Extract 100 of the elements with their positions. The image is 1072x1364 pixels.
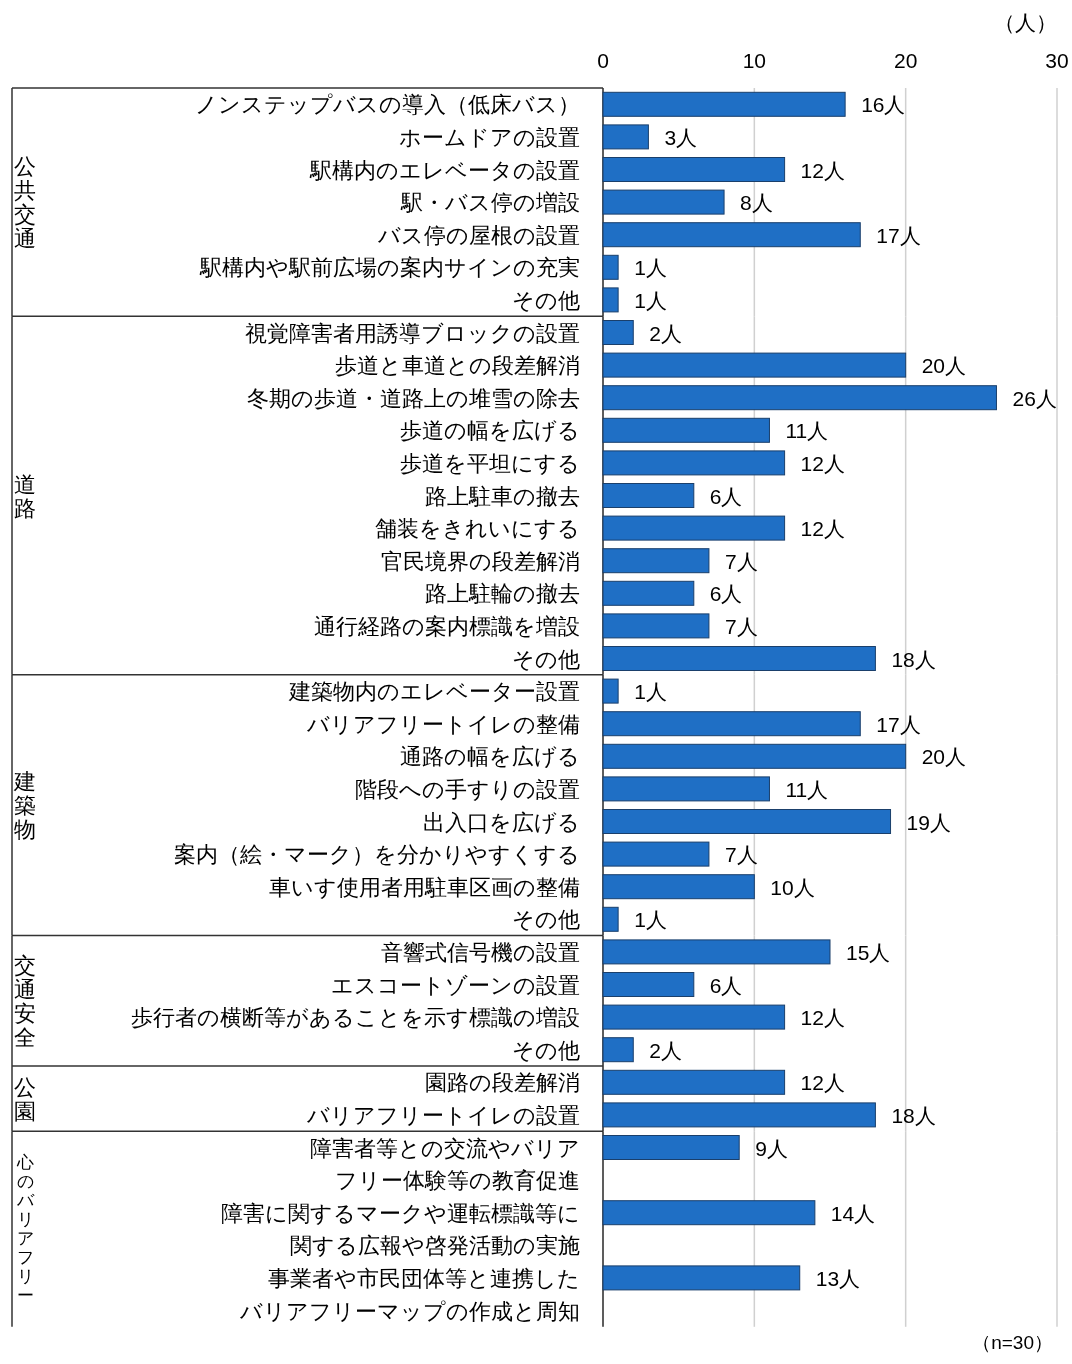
y-tick-label: 歩行者の横断等があることを示す標識の増設 xyxy=(131,1005,580,1031)
y-tick-label: 案内（絵・マーク）を分かりやすくする xyxy=(174,842,580,868)
y-tick-label: 駅・バス停の増設 xyxy=(400,190,580,216)
data-label: 6人 xyxy=(709,582,743,606)
data-label: 2人 xyxy=(649,1038,682,1062)
data-label: 17人 xyxy=(876,712,921,736)
bar xyxy=(602,124,649,150)
y-tick-label: 階段への手すりの設置 xyxy=(355,776,580,802)
text: 公共交通 xyxy=(14,154,36,252)
y-tick-label: ノンステップバスの導入（低床バス） xyxy=(195,92,580,118)
y-tick-label: その他 xyxy=(512,287,580,313)
data-label: 1人 xyxy=(634,908,667,932)
bar xyxy=(602,874,755,900)
y-tick-label: 歩道を平坦にする xyxy=(400,450,580,476)
y-tick-label: フリー体験等の教育促進 xyxy=(335,1168,580,1194)
y-tick-label: ホームドアの設置 xyxy=(399,124,580,150)
bar xyxy=(602,157,786,182)
data-label: 3人 xyxy=(664,125,698,149)
data-label: 14人 xyxy=(830,1201,876,1225)
y-tick-label: 歩道と車道との段差解消 xyxy=(335,353,580,379)
data-label: 6人 xyxy=(709,484,743,508)
y-tick-label: バリアフリートイレの整備 xyxy=(306,711,580,737)
text: 建築物 xyxy=(13,769,36,843)
data-label: 17人 xyxy=(876,223,921,247)
data-label: 13人 xyxy=(815,1266,861,1290)
bar xyxy=(602,222,861,248)
bar xyxy=(602,548,710,574)
y-tick-label: 建築物内のエレベーター設置 xyxy=(288,679,580,705)
bar xyxy=(602,91,846,117)
y-tick-label: 路上駐車の撤去 xyxy=(425,483,580,509)
bar xyxy=(602,972,695,997)
text: （n=30） xyxy=(972,1331,1053,1353)
bar xyxy=(602,711,861,737)
bar xyxy=(602,613,710,639)
data-label: 26人 xyxy=(1012,386,1057,410)
data-label: 7人 xyxy=(724,614,758,638)
data-label: 8人 xyxy=(740,191,773,215)
data-label: 20人 xyxy=(921,745,967,769)
data-label: 12人 xyxy=(800,1006,845,1030)
text: 公園 xyxy=(14,1074,36,1124)
bar xyxy=(602,580,695,606)
data-label: 15人 xyxy=(846,940,891,964)
data-label: 6人 xyxy=(709,973,743,997)
x-tick-label: 20 xyxy=(893,49,918,72)
y-tick-label: 園路の段差解消 xyxy=(425,1070,580,1096)
y-tick-label: その他 xyxy=(512,907,580,933)
text: 交通安全 xyxy=(14,952,36,1050)
y-tick-label: バス停の屋根の設置 xyxy=(377,222,580,248)
data-label: 12人 xyxy=(800,158,845,182)
bar xyxy=(602,450,786,476)
y-tick-label: 路上駐輪の撤去 xyxy=(425,581,580,607)
y-tick-label: その他 xyxy=(512,1037,580,1063)
data-label: 12人 xyxy=(800,451,845,475)
bar xyxy=(602,743,907,769)
y-tick-label: 通路の幅を広げる xyxy=(400,744,580,770)
bar xyxy=(602,320,634,345)
text: 心のバリアフリー xyxy=(15,1153,35,1305)
y-tick-label: 駅構内や駅前広場の案内サインの充実 xyxy=(199,255,580,281)
x-axis-title: （人） xyxy=(994,11,1057,34)
bar xyxy=(602,483,695,508)
data-label: 10人 xyxy=(770,875,815,899)
y-tick-label: 出入口を広げる xyxy=(423,809,580,835)
data-label: 9人 xyxy=(755,1136,788,1160)
bar xyxy=(602,939,831,965)
y-tick-label: 車いす使用者用駐車区画の整備 xyxy=(269,874,580,900)
bar xyxy=(602,906,619,932)
bar xyxy=(602,1037,634,1063)
data-label: 11人 xyxy=(785,777,829,801)
y-tick-label: 歩道の幅を広げる xyxy=(400,418,580,444)
bar xyxy=(602,841,710,867)
y-tick-label: バリアフリートイレの設置 xyxy=(306,1102,580,1128)
y-tick-label: 事業者や市民団体等と連携した xyxy=(268,1265,580,1291)
data-label: 18人 xyxy=(891,1103,936,1127)
y-tick-label: 視覚障害者用誘導ブロックの設置 xyxy=(245,320,580,346)
y-tick-label: 駅構内のエレベータの設置 xyxy=(309,157,580,183)
y-tick-label: 障害に関するマークや運転標識等に xyxy=(221,1200,580,1226)
text: 道路 xyxy=(14,471,36,521)
bar xyxy=(602,809,892,834)
data-label: 16人 xyxy=(861,93,906,117)
y-tick-label: 関する広報や啓発活動の実施 xyxy=(290,1233,580,1259)
data-label: 2人 xyxy=(649,321,682,345)
y-tick-label: 冬期の歩道・道路上の堆雪の除去 xyxy=(247,385,580,411)
y-tick-label: その他 xyxy=(512,646,580,672)
bar xyxy=(602,287,619,313)
data-label: 1人 xyxy=(634,680,667,704)
y-tick-label: 音響式信号機の設置 xyxy=(381,939,580,965)
data-label: 20人 xyxy=(921,354,967,378)
data-label: 7人 xyxy=(724,549,758,573)
bar xyxy=(602,678,619,704)
y-tick-label: 官民境界の段差解消 xyxy=(381,548,580,574)
x-tick-label: 30 xyxy=(1045,49,1069,72)
data-label: 12人 xyxy=(800,1071,845,1095)
y-tick-label: 舗装をきれいにする xyxy=(375,516,580,542)
data-label: 18人 xyxy=(891,647,936,671)
y-tick-label: 通行経路の案内標識を増設 xyxy=(314,613,580,639)
bar xyxy=(602,417,770,443)
bar xyxy=(602,254,619,280)
data-label: 19人 xyxy=(906,810,951,834)
bar xyxy=(602,515,786,541)
x-tick-label: 0 xyxy=(597,49,609,72)
